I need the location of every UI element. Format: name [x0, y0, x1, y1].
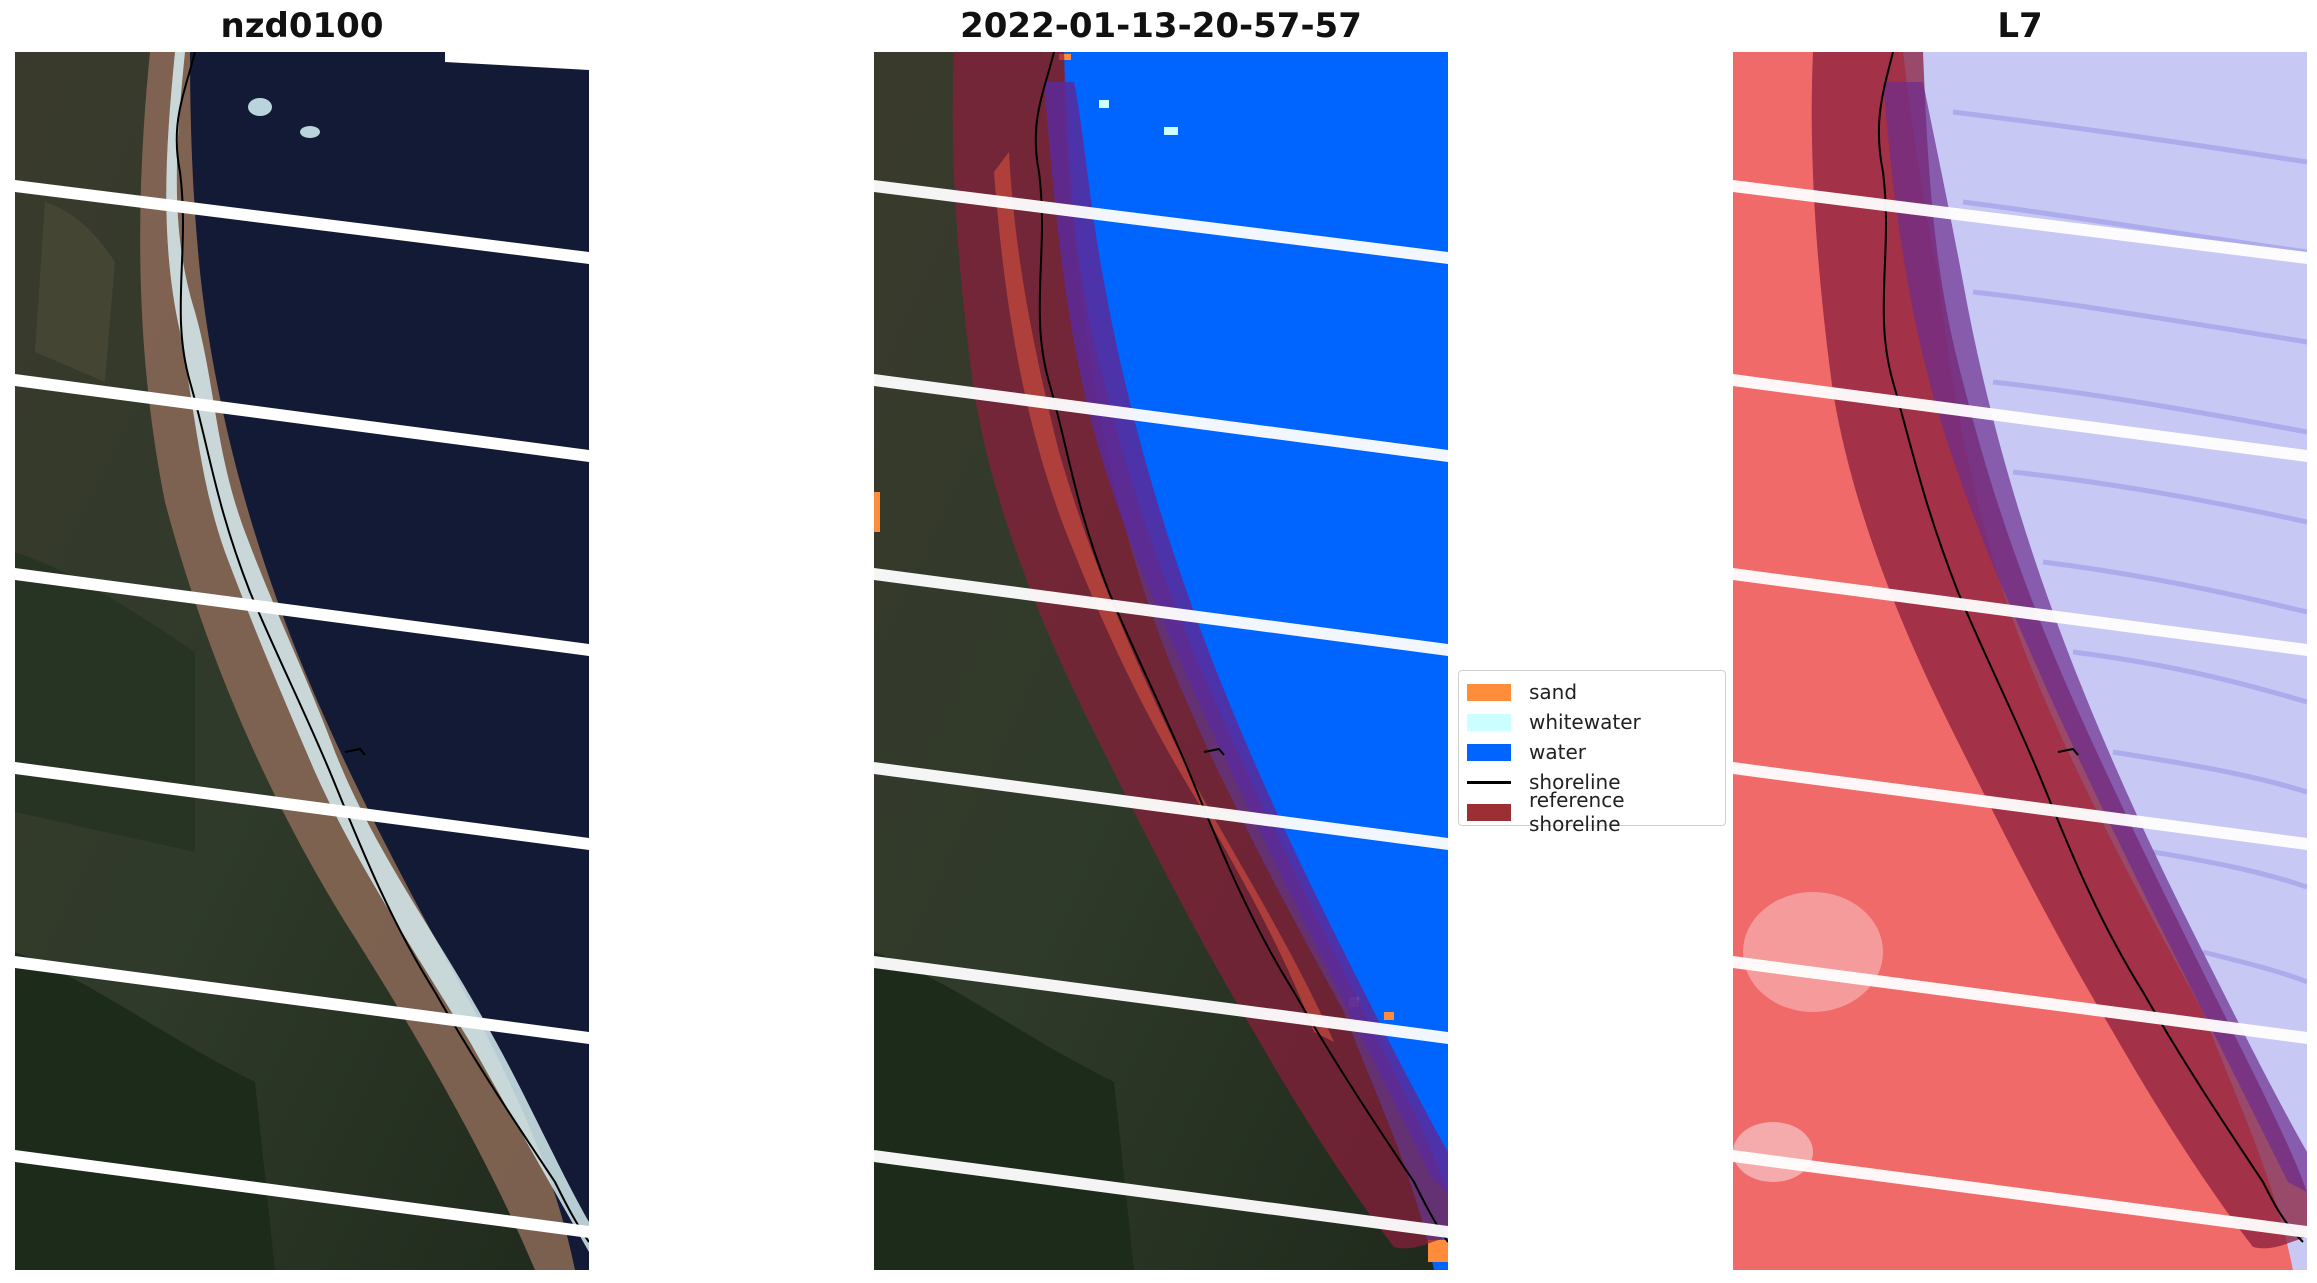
legend-item-reference-shoreline: reference shoreline [1467, 788, 1717, 836]
whitewater-swatch [1467, 713, 1511, 731]
legend-label: sand [1529, 680, 1578, 704]
classified-image-panel [874, 52, 1448, 1270]
legend: sand whitewater water shoreline referenc… [1458, 670, 1726, 836]
legend-label: whitewater [1529, 710, 1641, 734]
legend-label: reference shoreline [1529, 788, 1625, 836]
sand-swatch [1467, 683, 1511, 701]
water-swatch [1467, 743, 1511, 761]
right-panel-title: L7 [1997, 6, 2043, 46]
rgb-image [15, 52, 589, 1270]
index-image-panel [1733, 52, 2307, 1270]
legend-item-shoreline: shoreline [1467, 767, 1717, 797]
shoreline-line-swatch [1467, 780, 1511, 784]
legend-label: shoreline [1529, 770, 1621, 794]
classified-image [874, 52, 1448, 1270]
left-panel-title: nzd0100 [220, 6, 384, 46]
legend-item-sand: sand [1467, 677, 1717, 707]
legend-label: water [1529, 740, 1586, 764]
middle-panel-title: 2022-01-13-20-57-57 [960, 6, 1362, 46]
reference-shoreline-swatch [1467, 803, 1511, 821]
legend-item-whitewater: whitewater [1467, 707, 1717, 737]
legend-item-water: water [1467, 737, 1717, 767]
index-image [1733, 52, 2307, 1270]
rgb-image-panel [15, 52, 589, 1270]
